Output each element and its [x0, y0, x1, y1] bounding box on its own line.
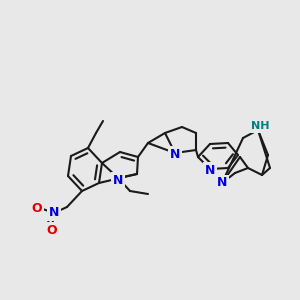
- Text: N: N: [170, 148, 180, 160]
- Text: N: N: [217, 176, 227, 190]
- Text: N: N: [205, 164, 215, 176]
- Text: N: N: [49, 206, 59, 220]
- Text: O: O: [32, 202, 42, 214]
- Text: NH: NH: [251, 121, 269, 131]
- Text: N: N: [113, 173, 123, 187]
- Text: O: O: [47, 224, 57, 236]
